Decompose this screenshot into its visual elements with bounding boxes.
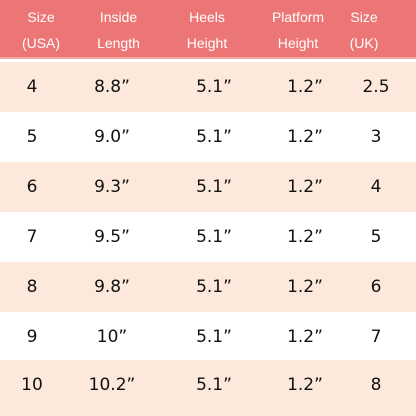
cell-inside-length: 10.2” — [88, 375, 136, 395]
table-row: 4 8.8” 5.1” 1.2” 2.5 — [0, 62, 416, 112]
table-row: 5 9.0” 5.1” 1.2” 3 — [0, 112, 416, 162]
table-header: Size (USA) Inside Length Heels Height Pl… — [0, 0, 416, 57]
header-size-usa: Size (USA) — [0, 0, 82, 57]
header-platform-height-line1: Platform — [271, 9, 325, 25]
cell-platform-height: 1.2” — [287, 327, 323, 347]
cell-inside-length: 9.0” — [94, 127, 130, 147]
header-size-usa-line1: Size — [27, 9, 55, 25]
cell-platform-height: 1.2” — [287, 177, 323, 197]
cell-size-usa: 5 — [26, 127, 38, 147]
table-row: 8 9.8” 5.1” 1.2” 6 — [0, 262, 416, 312]
cell-platform-height: 1.2” — [287, 77, 323, 97]
table-row: 6 9.3” 5.1” 1.2” 4 — [0, 162, 416, 212]
cell-inside-length: 9.8” — [94, 277, 130, 297]
cell-heels-height: 5.1” — [196, 277, 232, 297]
cell-size-uk: 3 — [370, 127, 382, 147]
header-size-usa-line2: (USA) — [21, 35, 61, 51]
header-heels-height-line1: Heels — [189, 9, 225, 25]
cell-inside-length: 10” — [96, 327, 128, 347]
cell-heels-height: 5.1” — [196, 375, 232, 395]
cell-size-usa: 4 — [26, 77, 38, 97]
cell-size-uk: 6 — [370, 277, 382, 297]
cell-size-usa: 10 — [21, 375, 43, 395]
cell-platform-height: 1.2” — [287, 127, 323, 147]
cell-heels-height: 5.1” — [196, 177, 232, 197]
table-row: 9 10” 5.1” 1.2” 7 — [0, 312, 416, 362]
header-divider — [0, 57, 416, 59]
cell-platform-height: 1.2” — [287, 277, 323, 297]
cell-inside-length: 8.8” — [94, 77, 130, 97]
cell-heels-height: 5.1” — [196, 227, 232, 247]
cell-platform-height: 1.2” — [287, 227, 323, 247]
cell-heels-height: 5.1” — [196, 127, 232, 147]
cell-size-usa: 6 — [26, 177, 38, 197]
cell-size-uk: 2.5 — [362, 77, 390, 97]
table-row: 7 9.5” 5.1” 1.2” 5 — [0, 212, 416, 262]
cell-platform-height: 1.2” — [287, 375, 323, 395]
header-size-uk-line1: Size — [350, 9, 378, 25]
header-inside-length-line1: Inside — [99, 9, 138, 25]
header-size-uk: Size (UK) — [339, 0, 389, 57]
cell-size-uk: 8 — [370, 375, 382, 395]
header-inside-length: Inside Length — [82, 0, 155, 57]
header-heels-height-line2: Height — [186, 35, 228, 51]
cell-size-usa: 8 — [26, 277, 38, 297]
table-row: 10 10.2” 5.1” 1.2” 8 — [0, 360, 416, 410]
header-size-uk-line2: (UK) — [349, 35, 379, 51]
header-platform-height: Platform Height — [257, 0, 339, 57]
cell-heels-height: 5.1” — [196, 327, 232, 347]
cell-inside-length: 9.3” — [94, 177, 130, 197]
cell-size-uk: 7 — [370, 327, 382, 347]
cell-heels-height: 5.1” — [196, 77, 232, 97]
cell-size-usa: 7 — [26, 227, 38, 247]
header-heels-height: Heels Height — [167, 0, 247, 57]
header-platform-height-line2: Height — [277, 35, 319, 51]
table-bottom-edge — [0, 410, 416, 416]
cell-size-uk: 5 — [370, 227, 382, 247]
cell-size-uk: 4 — [370, 177, 382, 197]
cell-inside-length: 9.5” — [94, 227, 130, 247]
header-inside-length-line2: Length — [97, 35, 140, 51]
cell-size-usa: 9 — [26, 327, 38, 347]
